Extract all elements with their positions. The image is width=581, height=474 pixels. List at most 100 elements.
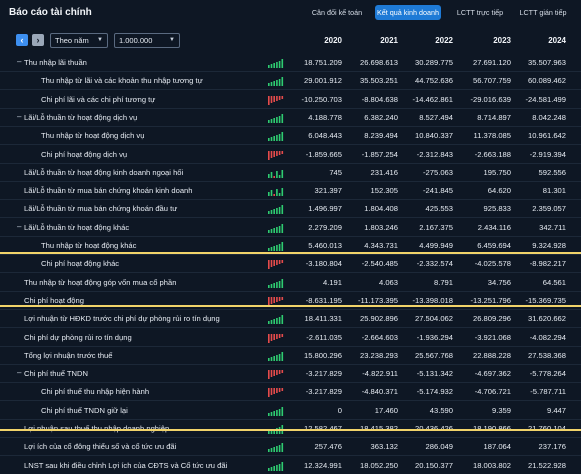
value-2023: 18.190.866 xyxy=(451,424,511,433)
row-label: Lợi nhuận sau thuế thu nhập doanh nghiệp xyxy=(24,424,169,433)
unit-select[interactable]: 1.000.000 ▼ xyxy=(114,33,180,48)
sparkline-bar xyxy=(268,388,270,398)
tab-indirect-cashflow[interactable]: LCTT gián tiếp xyxy=(519,8,567,17)
table-row[interactable]: LNST sau khi điều chỉnh Lợi ích của CĐTS… xyxy=(0,457,581,474)
value-2024: -5.778.264 xyxy=(529,369,566,379)
year-header-2024: 2024 xyxy=(548,36,566,45)
value-2023: 195.750 xyxy=(483,167,511,177)
row-label: Thu nhập lãi thuần xyxy=(24,58,87,67)
sparkline-bar xyxy=(268,357,270,361)
tab-direct-cashflow[interactable]: LCTT trực tiếp xyxy=(456,8,504,17)
table-row[interactable]: – Lãi/Lỗ thuần từ hoạt động khác 2.279.209… xyxy=(0,219,581,237)
sparkline-bar xyxy=(276,409,278,416)
table-row[interactable]: Thu nhập từ hoạt động dịch vụ 6.048.443 8.… xyxy=(0,127,581,146)
highlight-line xyxy=(0,305,581,307)
table-row[interactable]: Lợi ích của cổ đông thiểu số và cổ tức ư… xyxy=(0,438,581,457)
sparkline-bar xyxy=(278,193,281,197)
trend-sparkline-icon xyxy=(268,95,284,105)
value-2023: 11.378.085 xyxy=(473,131,511,141)
sparkline-bar xyxy=(268,431,270,434)
unit-select-value: 1.000.000 xyxy=(119,36,153,45)
sparkline-bar xyxy=(268,467,270,471)
sparkline-bar xyxy=(273,465,275,471)
collapse-icon[interactable]: – xyxy=(17,368,22,378)
period-select[interactable]: Theo năm ▼ xyxy=(50,33,108,48)
sparkline-bar xyxy=(270,82,273,87)
value-2023: 64.620 xyxy=(487,186,511,196)
row-label: Lãi/Lỗ thuần từ mua bán chứng khoán đầu … xyxy=(24,204,178,214)
sparkline-bar xyxy=(281,150,284,154)
table-row[interactable]: Chi phí thuế thu nhập hiện hành -3.217.82… xyxy=(0,383,581,402)
value-2021: 18.052.250 xyxy=(359,460,398,470)
value-2024: 27.538.368 xyxy=(527,350,566,360)
table-row[interactable]: Lợi nhuận từ HĐKD trước chi phí dự phòng… xyxy=(0,310,581,329)
value-2020: 18.411.331 xyxy=(304,314,342,324)
table-row[interactable]: Chi phí thuế TNDN giữ lại 0 17.460 43.590 9.… xyxy=(0,402,581,420)
value-2021: -1.857.254 xyxy=(361,149,398,159)
highlight-line xyxy=(0,252,581,254)
table-row[interactable]: Chi phí hoạt động dịch vụ -1.859.665 -1.85… xyxy=(0,146,581,164)
sparkline-bar xyxy=(273,227,275,233)
value-2020: 257.476 xyxy=(314,442,342,452)
row-label: Chi phí dự phòng rủi ro tín dụng xyxy=(24,332,132,342)
collapse-icon[interactable]: – xyxy=(17,221,22,231)
value-2022: 425.553 xyxy=(425,204,453,214)
value-2020: 15.800.296 xyxy=(303,350,342,360)
table-row[interactable]: Lãi/Lỗ thuần từ mua bán chứng khoán kinh… xyxy=(0,182,581,201)
sparkline-bar xyxy=(278,61,281,68)
row-label: Lãi/Lỗ thuần từ hoạt động dịch vụ xyxy=(24,112,138,122)
sparkline-bar xyxy=(281,388,284,392)
sparkline-bar xyxy=(278,134,281,142)
row-label: Chi phí thuế TNDN xyxy=(24,369,89,379)
table-row[interactable]: Thu nhập từ hoạt động góp vốn mua cổ phầ… xyxy=(0,274,581,292)
table-row[interactable]: Chi phí hoạt động khác -3.180.804 -2.540.4… xyxy=(0,255,581,274)
table-row[interactable]: Thu nhập từ lãi và các khoản thu nhập tư… xyxy=(0,72,581,91)
value-2024: 60.089.462 xyxy=(527,76,566,86)
table-row[interactable]: – Thu nhập lãi thuần 18.751.209 26.698.613 3… xyxy=(0,54,581,72)
table-row[interactable]: Chi phí dự phòng rủi ro tín dụng -2.611.0… xyxy=(0,329,581,347)
value-2021: 26.698.613 xyxy=(359,58,398,67)
table-row[interactable]: – Chi phí thuế TNDN -3.217.829 -4.822.911 -5… xyxy=(0,365,581,384)
tab-income-statement[interactable]: Kết quả kinh doanh xyxy=(375,5,441,20)
value-2023: 18.003.802 xyxy=(472,460,511,470)
next-period-button[interactable]: › xyxy=(32,34,44,46)
sparkline-bar xyxy=(276,260,278,266)
table-row[interactable]: Thu nhập từ hoạt động khác 5.460.013 4.343… xyxy=(0,237,581,255)
tab-balance-sheet[interactable]: Cân đối kế toán xyxy=(311,8,363,17)
row-label: Chi phí lãi và các chi phí tương tự xyxy=(41,94,156,104)
collapse-icon[interactable]: – xyxy=(17,57,22,66)
trend-sparkline-icon xyxy=(268,150,284,160)
value-2021: 4.063 xyxy=(378,277,398,287)
table-row[interactable]: – Lãi/Lỗ thuần từ hoạt động dịch vụ 4.188.… xyxy=(0,109,581,127)
sparkline-bar xyxy=(273,81,275,87)
sparkline-bar xyxy=(268,412,270,416)
value-2020: 745 xyxy=(329,167,342,177)
table-row[interactable]: Lãi/Lỗ thuần từ hoạt động kinh doanh ngo… xyxy=(0,164,581,182)
table-row[interactable]: Tổng lợi nhuận trước thuế 15.800.296 23.23… xyxy=(0,347,581,365)
sparkline-bar xyxy=(278,260,281,265)
sparkline-bar xyxy=(278,296,281,301)
value-2021: 231.416 xyxy=(370,167,398,177)
sparkline-bar xyxy=(273,410,275,416)
collapse-icon[interactable]: – xyxy=(17,111,22,121)
value-2022: 20.436.426 xyxy=(393,424,453,433)
sparkline-bar xyxy=(281,242,284,251)
previous-period-button[interactable]: ‹ xyxy=(16,34,28,46)
sparkline-bar xyxy=(270,320,273,325)
row-label: Lãi/Lỗ thuần từ hoạt động khác xyxy=(24,222,130,232)
value-2021: 152.305 xyxy=(370,186,398,196)
value-2021: 363.132 xyxy=(370,442,398,452)
sparkline-bar xyxy=(270,190,273,197)
table-row[interactable]: Chi phí hoạt động -8.631.195 -11.173.395 -1… xyxy=(0,292,581,310)
value-2024: 31.620.662 xyxy=(527,314,566,324)
value-2021: -4.822.911 xyxy=(362,369,398,379)
table-row[interactable]: Lãi/Lỗ thuần từ mua bán chứng khoán đầu … xyxy=(0,200,581,219)
sparkline-bar xyxy=(281,223,284,233)
table-row[interactable]: Chi phí lãi và các chi phí tương tự -10.2… xyxy=(0,91,581,109)
sparkline-bar xyxy=(268,321,270,325)
sparkline-bar xyxy=(268,333,270,343)
value-2021: 18.415.382 xyxy=(338,424,398,433)
value-2024: 342.711 xyxy=(539,222,566,232)
value-2024: -4.082.294 xyxy=(529,332,566,342)
row-label: Thu nhập từ hoạt động khác xyxy=(41,241,137,250)
